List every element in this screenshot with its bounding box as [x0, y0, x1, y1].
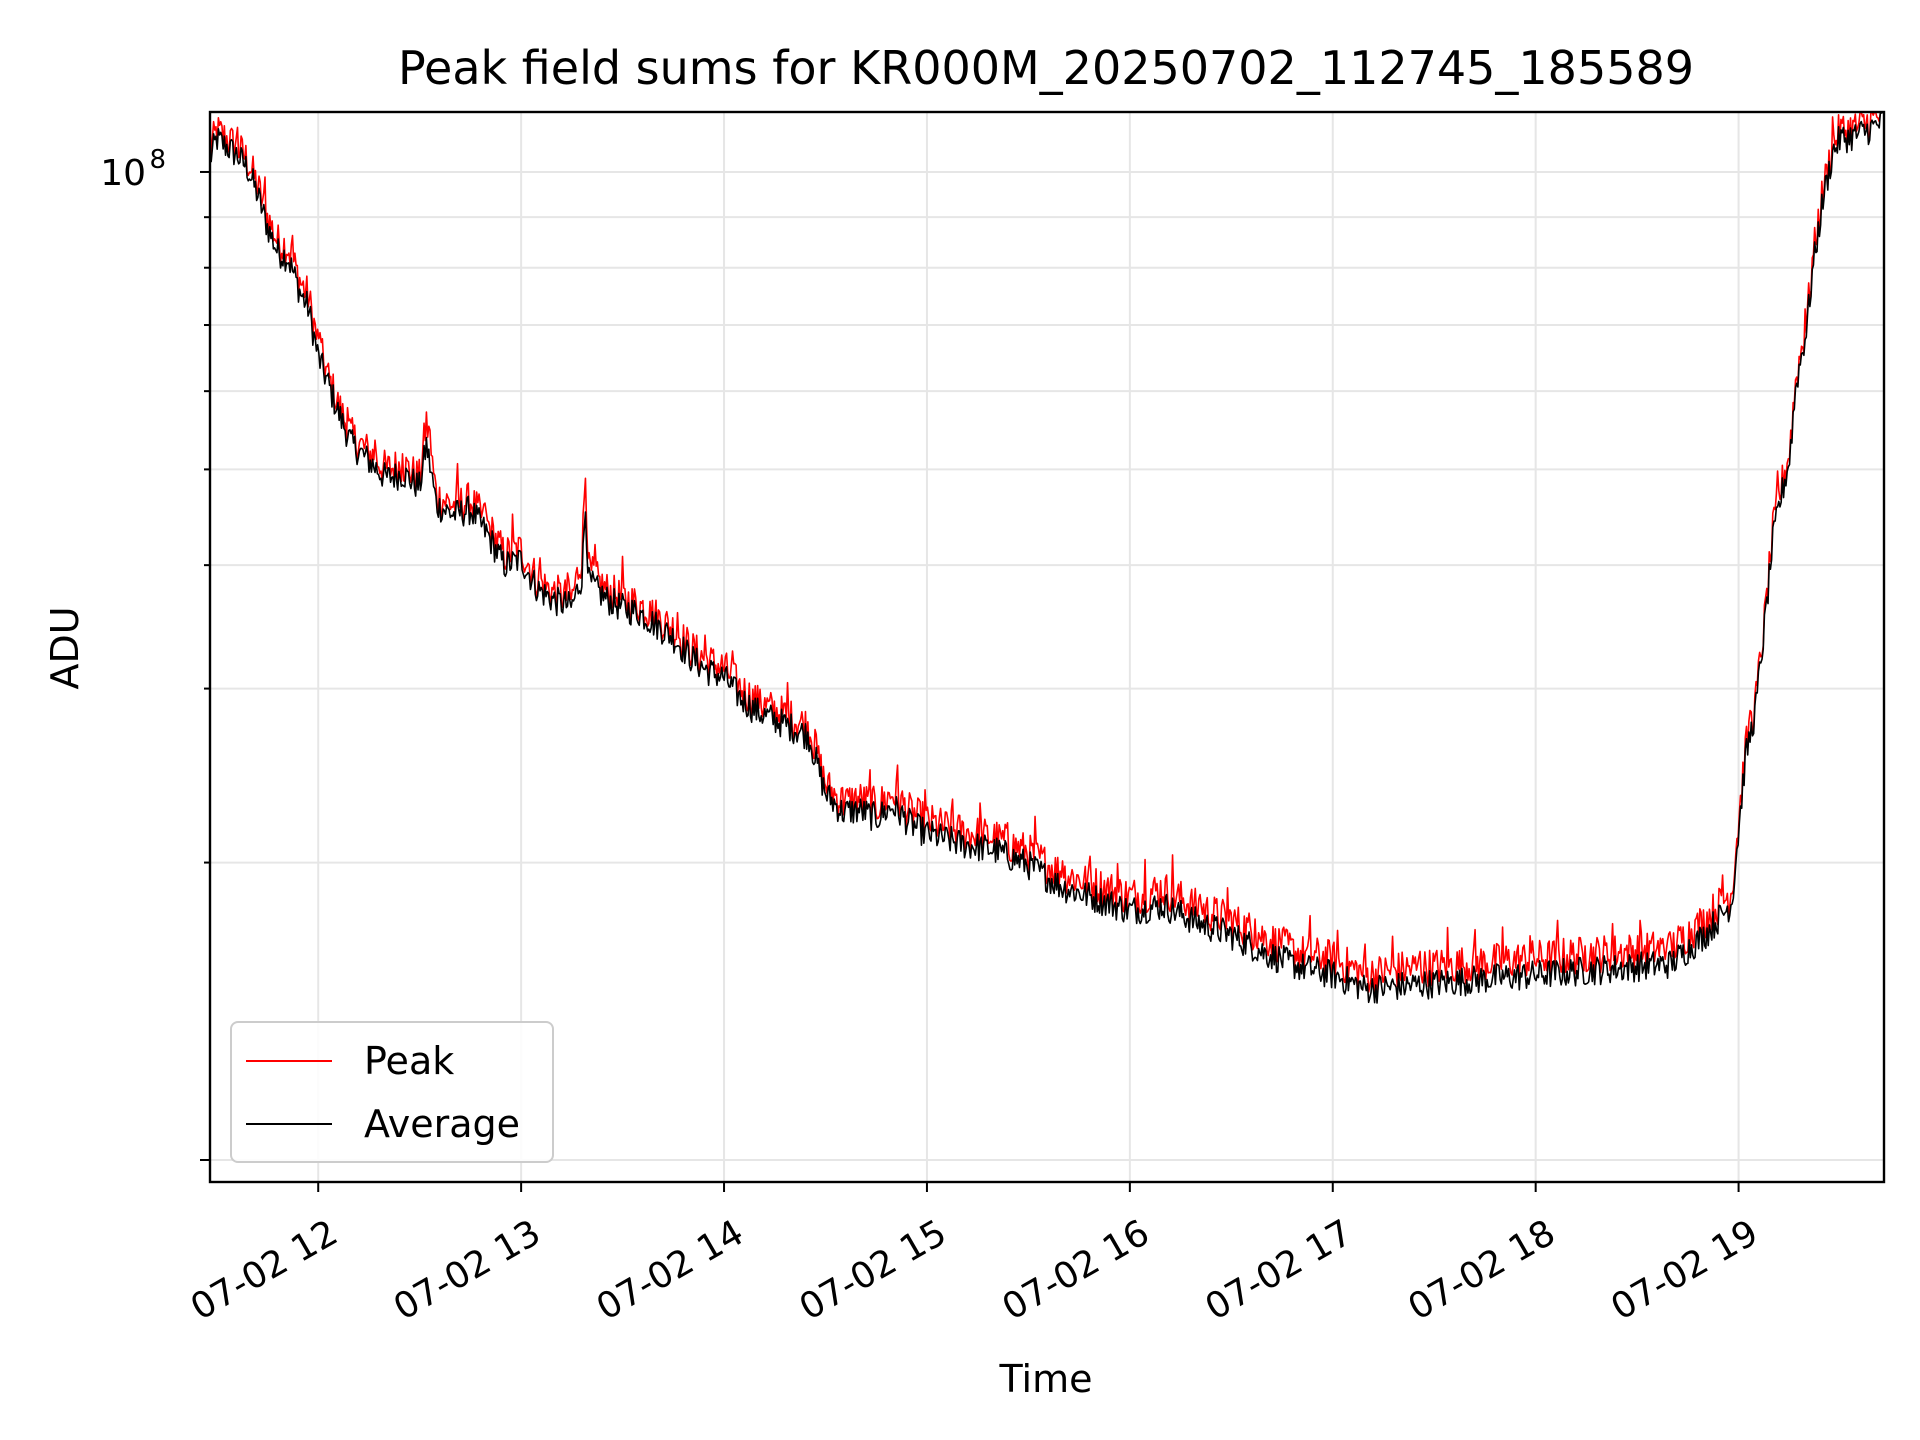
legend-label-peak: Peak [364, 1039, 454, 1083]
chart-title: Peak field sums for KR000M_20250702_1127… [398, 41, 1694, 95]
y-tick-label-base: 10 [100, 153, 146, 194]
series-line-average [209, 111, 1885, 1004]
legend-label-average: Average [364, 1102, 520, 1146]
grid [210, 112, 1884, 1182]
legend-box [230, 1021, 554, 1163]
plot-frame [208, 110, 1886, 1184]
y-axis-ticks: 10 8 [100, 145, 210, 1161]
y-tick-label: 10 [100, 153, 146, 194]
x-axis-label: Time [999, 1357, 1093, 1401]
y-axis-label: ADU [43, 606, 87, 689]
legend: Peak Average [230, 1021, 554, 1163]
series-group [209, 111, 1885, 1004]
y-tick-label-exponent: 8 [149, 145, 166, 175]
